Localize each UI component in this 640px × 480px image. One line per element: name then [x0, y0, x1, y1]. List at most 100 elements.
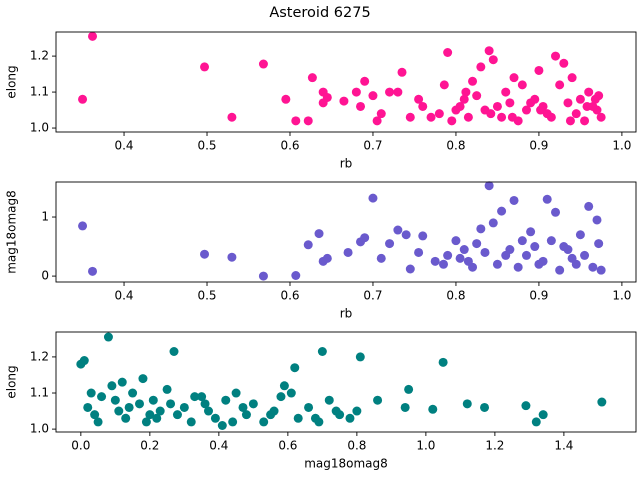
point — [501, 87, 511, 97]
y-axis-label: elong — [5, 365, 19, 398]
x-tick-label: 0.4 — [209, 439, 228, 453]
point — [505, 245, 515, 255]
point — [414, 94, 424, 104]
point — [86, 388, 96, 398]
point — [291, 116, 301, 126]
point — [248, 399, 258, 409]
x-tick-label: 0.4 — [114, 139, 133, 153]
point — [596, 265, 606, 275]
point — [461, 87, 471, 97]
point — [78, 94, 88, 104]
x-tick-label: 1.0 — [612, 289, 631, 303]
point — [322, 253, 332, 263]
point — [228, 417, 238, 427]
point — [484, 46, 494, 56]
point — [121, 413, 131, 423]
point — [414, 247, 424, 257]
point — [488, 218, 498, 228]
point — [128, 388, 138, 398]
point — [110, 395, 120, 405]
point — [509, 73, 519, 83]
point — [472, 91, 482, 101]
point — [571, 259, 581, 269]
point — [509, 195, 519, 205]
y-tick-label: 1.1 — [30, 386, 49, 400]
x-tick-label: 0.4 — [114, 289, 133, 303]
point — [438, 357, 448, 367]
point — [517, 80, 527, 90]
point — [114, 406, 124, 416]
point — [401, 230, 411, 240]
axes-frame — [55, 181, 637, 283]
point — [179, 402, 189, 412]
point — [517, 236, 527, 246]
y-tick-label: 1.2 — [30, 349, 49, 363]
point — [200, 399, 210, 409]
point — [546, 112, 556, 122]
point — [463, 256, 473, 266]
point — [439, 80, 449, 90]
point — [393, 87, 403, 97]
point — [559, 58, 569, 68]
point — [372, 116, 382, 126]
point — [530, 94, 540, 104]
point — [352, 406, 362, 416]
x-tick-label: 0.2 — [140, 439, 159, 453]
point — [155, 406, 165, 416]
point — [124, 402, 134, 412]
point — [472, 239, 482, 249]
point — [148, 395, 158, 405]
point — [530, 242, 540, 252]
point — [480, 247, 490, 257]
point — [279, 381, 289, 391]
point — [580, 116, 590, 126]
point — [443, 250, 453, 260]
point — [360, 76, 370, 86]
point — [405, 112, 415, 122]
point — [304, 402, 314, 412]
point — [227, 252, 237, 262]
point — [430, 256, 440, 266]
point — [266, 410, 276, 420]
point — [200, 62, 210, 72]
point — [463, 112, 473, 122]
y-tick-label: 0 — [41, 269, 49, 283]
axes-frame — [55, 331, 637, 433]
x-tick-label: 1.0 — [416, 439, 435, 453]
point — [597, 397, 607, 407]
point — [238, 402, 248, 412]
point — [93, 417, 103, 427]
point — [166, 399, 176, 409]
point — [513, 262, 523, 272]
point — [451, 236, 461, 246]
point — [145, 410, 155, 420]
point — [459, 245, 469, 255]
x-tick-label: 0.6 — [280, 289, 299, 303]
point — [546, 236, 556, 246]
point — [345, 413, 355, 423]
point — [152, 413, 162, 423]
point — [258, 59, 268, 69]
x-tick-label: 0.8 — [347, 439, 366, 453]
point — [186, 417, 196, 427]
point — [351, 87, 361, 97]
point — [339, 96, 349, 106]
point — [443, 48, 453, 58]
x-tick-label: 1.0 — [612, 139, 631, 153]
x-tick-label: 0.5 — [197, 289, 216, 303]
x-tick-label: 0.8 — [446, 289, 465, 303]
y-axis-label: elong — [5, 65, 19, 98]
point — [492, 259, 502, 269]
point — [221, 395, 231, 405]
point — [571, 109, 581, 119]
point — [531, 417, 541, 427]
y-tick-label: 1.0 — [30, 422, 49, 436]
point — [596, 112, 606, 122]
point — [575, 94, 585, 104]
y-axis-label: mag18omag8 — [5, 190, 19, 274]
point — [90, 410, 100, 420]
point — [83, 402, 93, 412]
point — [400, 402, 410, 412]
point — [418, 231, 428, 241]
